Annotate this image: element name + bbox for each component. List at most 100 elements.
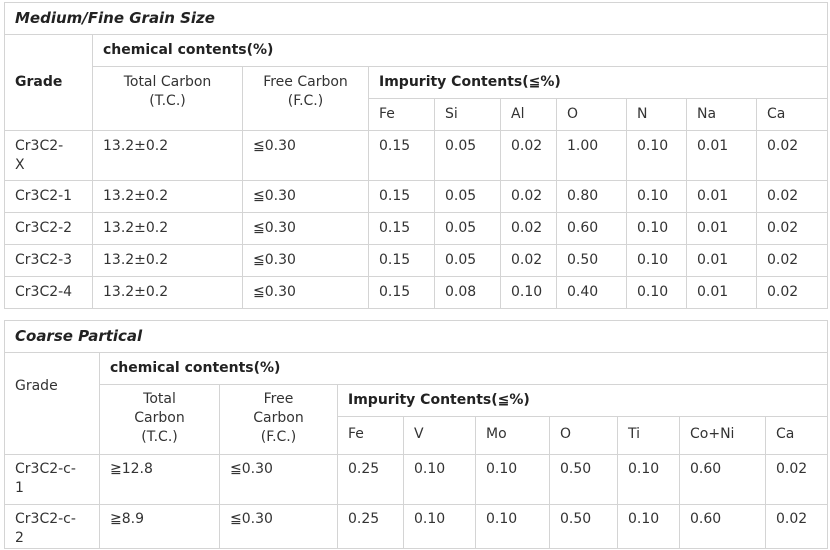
value-cell: 0.01 bbox=[686, 244, 757, 277]
value-cell: 0.10 bbox=[626, 212, 687, 245]
free-carbon-header: Free Carbon (F.C.) bbox=[242, 66, 369, 131]
value-cell: 0.40 bbox=[556, 276, 627, 309]
element-header: Ti bbox=[617, 416, 680, 455]
fc-cell: ≦0.30 bbox=[242, 130, 369, 181]
value-cell: 0.10 bbox=[626, 244, 687, 277]
value-cell: 0.01 bbox=[686, 276, 757, 309]
element-header: Al bbox=[500, 98, 557, 131]
value-cell: 0.10 bbox=[617, 504, 680, 549]
value-cell: 0.02 bbox=[500, 244, 557, 277]
value-cell: 0.25 bbox=[337, 504, 404, 549]
element-header: O bbox=[549, 416, 618, 455]
value-cell: 0.01 bbox=[686, 212, 757, 245]
element-header: Ca bbox=[764, 416, 829, 455]
value-cell: 0.02 bbox=[500, 130, 557, 181]
impurity-header: Impurity Contents(≦%) bbox=[367, 66, 829, 99]
value-cell: 0.02 bbox=[755, 244, 829, 277]
value-cell: 0.50 bbox=[549, 454, 618, 505]
element-header: Na bbox=[686, 98, 757, 131]
tc-cell: 13.2±0.2 bbox=[92, 244, 243, 277]
value-cell: 0.60 bbox=[679, 504, 766, 549]
table-title: Medium/Fine Grain Size bbox=[3, 2, 829, 35]
value-cell: 0.02 bbox=[500, 212, 557, 245]
grade-cell: Cr3C2-4 bbox=[4, 276, 93, 309]
total-carbon-header: Total Carbon (T.C.) bbox=[99, 384, 220, 455]
value-cell: 0.60 bbox=[679, 454, 766, 505]
value-cell: 0.08 bbox=[434, 276, 501, 309]
tc-cell: ≧12.8 bbox=[99, 454, 220, 505]
value-cell: 0.10 bbox=[626, 276, 687, 309]
element-header-row: Fe V Mo O Ti Co+Ni Ca bbox=[5, 416, 829, 455]
value-cell: 0.15 bbox=[368, 276, 435, 309]
fc-cell: ≦0.30 bbox=[219, 454, 338, 505]
tc-cell: 13.2±0.2 bbox=[92, 180, 243, 213]
value-cell: 0.25 bbox=[337, 454, 404, 505]
table-row: Cr3C2-1 13.2±0.2 ≦0.30 0.15 0.05 0.02 0.… bbox=[4, 180, 829, 213]
value-cell: 0.50 bbox=[549, 504, 618, 549]
fc-cell: ≦0.30 bbox=[242, 276, 369, 309]
value-cell: 0.02 bbox=[755, 276, 829, 309]
value-cell: 0.01 bbox=[686, 130, 757, 181]
value-cell: 0.10 bbox=[617, 454, 680, 505]
grade-cell: Cr3C2-3 bbox=[4, 244, 93, 277]
table-row: Cr3C2-4 13.2±0.2 ≦0.30 0.15 0.08 0.10 0.… bbox=[4, 276, 829, 309]
value-cell: 0.02 bbox=[755, 180, 829, 213]
value-cell: 0.02 bbox=[764, 454, 829, 505]
value-cell: 0.10 bbox=[500, 276, 557, 309]
value-cell: 0.15 bbox=[368, 180, 435, 213]
value-cell: 0.10 bbox=[475, 454, 550, 505]
element-header: Fe bbox=[337, 416, 404, 455]
total-carbon-header: Total Carbon (T.C.) bbox=[92, 66, 243, 131]
value-cell: 0.15 bbox=[368, 244, 435, 277]
element-header-row: Fe Si Al O N Na Ca bbox=[5, 98, 829, 131]
fc-cell: ≦0.30 bbox=[242, 212, 369, 245]
fc-cell: ≦0.30 bbox=[219, 504, 338, 549]
value-cell: 0.05 bbox=[434, 244, 501, 277]
value-cell: 0.60 bbox=[556, 212, 627, 245]
grade-cell: Cr3C2-c- 2 bbox=[4, 504, 100, 549]
table-row: Cr3C2-2 13.2±0.2 ≦0.30 0.15 0.05 0.02 0.… bbox=[4, 212, 829, 245]
value-cell: 0.50 bbox=[556, 244, 627, 277]
grade-header: Grade bbox=[4, 352, 100, 455]
value-cell: 0.10 bbox=[626, 180, 687, 213]
grade-header: Grade bbox=[4, 34, 93, 131]
fc-cell: ≦0.30 bbox=[242, 180, 369, 213]
fc-cell: ≦0.30 bbox=[242, 244, 369, 277]
value-cell: 0.15 bbox=[368, 212, 435, 245]
grade-cell: Cr3C2-c- 1 bbox=[4, 454, 100, 505]
medium-fine-grain-table: Medium/Fine Grain Size Grade chemical co… bbox=[3, 2, 829, 309]
table-title: Coarse Partical bbox=[3, 320, 829, 353]
chem-contents-header: chemical contents(%) bbox=[91, 34, 829, 67]
free-carbon-header: Free Carbon (F.C.) bbox=[219, 384, 338, 455]
tc-cell: 13.2±0.2 bbox=[92, 276, 243, 309]
value-cell: 0.02 bbox=[500, 180, 557, 213]
element-header: Ca bbox=[755, 98, 829, 131]
chem-contents-header: chemical contents(%) bbox=[98, 352, 829, 385]
coarse-partical-table: Coarse Partical Grade chemical contents(… bbox=[3, 320, 829, 549]
impurity-header: Impurity Contents(≦%) bbox=[336, 384, 829, 417]
value-cell: 0.80 bbox=[556, 180, 627, 213]
element-header: Si bbox=[434, 98, 501, 131]
table-row: Cr3C2-3 13.2±0.2 ≦0.30 0.15 0.05 0.02 0.… bbox=[4, 244, 829, 277]
element-header: V bbox=[403, 416, 476, 455]
element-header: Mo bbox=[475, 416, 550, 455]
tc-cell: ≧8.9 bbox=[99, 504, 220, 549]
value-cell: 0.10 bbox=[403, 504, 476, 549]
value-cell: 0.05 bbox=[434, 180, 501, 213]
element-header: O bbox=[556, 98, 627, 131]
value-cell: 0.05 bbox=[434, 130, 501, 181]
value-cell: 1.00 bbox=[556, 130, 627, 181]
grade-cell: Cr3C2-2 bbox=[4, 212, 93, 245]
value-cell: 0.02 bbox=[755, 130, 829, 181]
value-cell: 0.10 bbox=[626, 130, 687, 181]
element-header: Co+Ni bbox=[679, 416, 766, 455]
value-cell: 0.05 bbox=[434, 212, 501, 245]
value-cell: 0.02 bbox=[755, 212, 829, 245]
element-header: N bbox=[626, 98, 687, 131]
value-cell: 0.10 bbox=[403, 454, 476, 505]
table-row: Cr3C2-c- 1 ≧12.8 ≦0.30 0.25 0.10 0.10 0.… bbox=[4, 454, 829, 505]
value-cell: 0.10 bbox=[475, 504, 550, 549]
element-header: Fe bbox=[368, 98, 435, 131]
tc-cell: 13.2±0.2 bbox=[92, 212, 243, 245]
grade-cell: Cr3C2-1 bbox=[4, 180, 93, 213]
